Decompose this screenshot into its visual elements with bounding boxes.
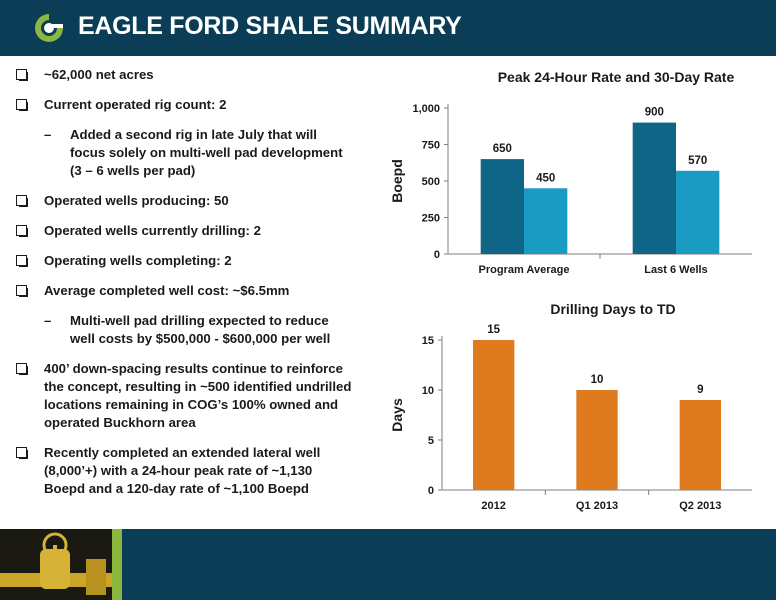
- footer-accent-stripe: [112, 529, 122, 600]
- bar: [524, 188, 568, 254]
- y-tick-label: 1,000: [412, 103, 440, 115]
- chart-title: Drilling Days to TD: [550, 301, 675, 317]
- x-tick-label: Program Average: [479, 264, 570, 276]
- footer-bar: [0, 529, 776, 600]
- company-logo-icon: [35, 14, 63, 42]
- bar-data-label: 9: [697, 384, 703, 396]
- bullet-text: Operated wells producing: 50: [44, 193, 229, 208]
- y-axis-label: Days: [389, 398, 405, 432]
- bar: [480, 159, 524, 254]
- y-tick-label: 750: [422, 140, 440, 152]
- checkbox-bullet-icon: [16, 255, 28, 267]
- bar: [473, 340, 515, 490]
- bar: [576, 390, 618, 490]
- bar: [632, 122, 676, 254]
- sub-bullet-item: – Multi-well pad drilling expected to red…: [16, 312, 354, 348]
- bar-data-label: 10: [591, 374, 604, 386]
- x-tick-label: Last 6 Wells: [644, 264, 707, 276]
- x-tick-label: 2012: [481, 500, 505, 512]
- bullet-text: Current operated rig count: 2: [44, 97, 227, 112]
- y-tick-label: 250: [422, 213, 440, 225]
- y-tick-label: 0: [428, 485, 434, 497]
- bar: [676, 170, 720, 254]
- dash-icon: –: [44, 127, 52, 142]
- sub-bullet-item: – Added a second rig in late July that wi…: [16, 126, 354, 180]
- pipeline-valve-photo: [0, 529, 112, 600]
- y-tick-label: 500: [422, 176, 440, 188]
- bullet-text: ~62,000 net acres: [44, 67, 154, 82]
- bullet-text: 400’ down-spacing results continue to re…: [44, 361, 352, 430]
- header-bar: EAGLE FORD SHALE SUMMARY: [0, 0, 776, 56]
- checkbox-bullet-icon: [16, 285, 28, 297]
- y-tick-label: 0: [434, 249, 440, 261]
- dash-icon: –: [44, 313, 52, 328]
- checkbox-bullet-icon: [16, 99, 28, 111]
- summary-bullet-list: ~62,000 net acres Current operated rig co…: [16, 66, 354, 510]
- bullet-item: ~62,000 net acres: [16, 66, 354, 84]
- peak-rate-chart: Peak 24-Hour Rate and 30-Day Rate Boepd 0 2…: [389, 69, 752, 276]
- bar-data-label: 650: [493, 143, 512, 155]
- chart-title: Peak 24-Hour Rate and 30-Day Rate: [498, 69, 735, 85]
- page-title: EAGLE FORD SHALE SUMMARY: [78, 12, 462, 40]
- bullet-item: Average completed well cost: ~$6.5mm: [16, 282, 354, 300]
- checkbox-bullet-icon: [16, 225, 28, 237]
- y-tick-label: 15: [422, 335, 434, 347]
- y-tick-label: 5: [428, 435, 434, 447]
- checkbox-bullet-icon: [16, 195, 28, 207]
- bullet-item: 400’ down-spacing results continue to re…: [16, 360, 354, 432]
- sub-bullet-text: Added a second rig in late July that wil…: [70, 127, 343, 178]
- bullet-item: Recently completed an extended lateral w…: [16, 444, 354, 498]
- y-tick-label: 10: [422, 385, 434, 397]
- bullet-item: Operated wells producing: 50: [16, 192, 354, 210]
- x-tick-label: Q1 2013: [576, 500, 618, 512]
- bar-data-label: 900: [645, 107, 664, 119]
- bar-data-label: 450: [536, 172, 555, 184]
- x-tick-label: Q2 2013: [679, 500, 721, 512]
- bullet-text: Recently completed an extended lateral w…: [44, 445, 321, 496]
- checkbox-bullet-icon: [16, 69, 28, 81]
- bullet-item: Operated wells currently drilling: 2: [16, 222, 354, 240]
- bar: [679, 400, 721, 490]
- bar-data-label: 15: [487, 324, 500, 336]
- y-axis-label: Boepd: [389, 159, 405, 203]
- bullet-item: Operating wells completing: 2: [16, 252, 354, 270]
- sub-bullet-text: Multi-well pad drilling expected to redu…: [70, 313, 331, 346]
- bullet-text: Operated wells currently drilling: 2: [44, 223, 261, 238]
- bullet-text: Operating wells completing: 2: [44, 253, 232, 268]
- bullet-text: Average completed well cost: ~$6.5mm: [44, 283, 290, 298]
- checkbox-bullet-icon: [16, 447, 28, 459]
- bar-data-label: 570: [688, 155, 707, 167]
- drilling-days-chart: Drilling Days to TD Days 0 5 10 15 2012 15 Q1 20…: [389, 301, 752, 512]
- bullet-item: Current operated rig count: 2: [16, 96, 354, 114]
- checkbox-bullet-icon: [16, 363, 28, 375]
